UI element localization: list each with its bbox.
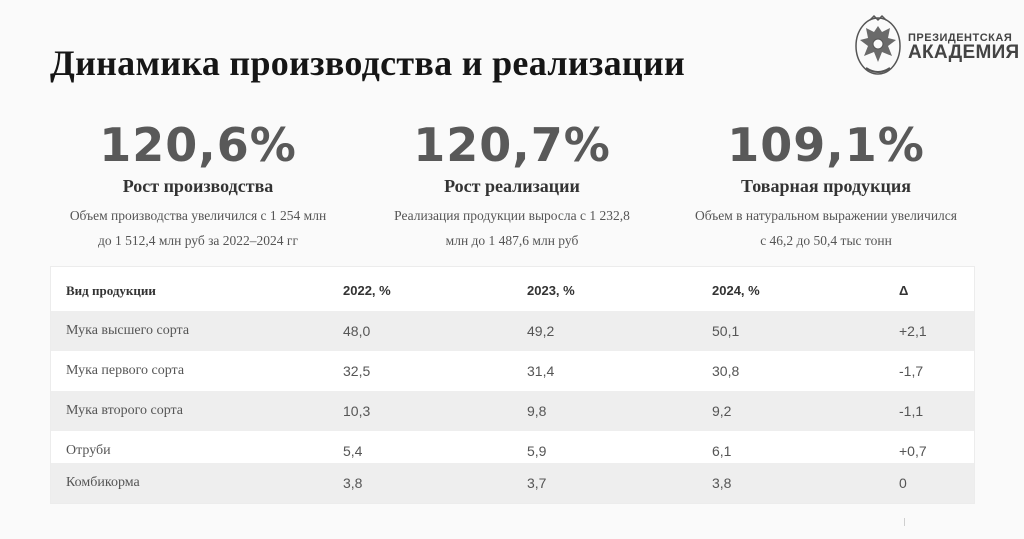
column-header-2022: 2022, % bbox=[343, 283, 391, 298]
table-cell: Мука второго сорта bbox=[66, 403, 184, 418]
kpi-description-line: с 46,2 до 50,4 тыс тонн bbox=[760, 233, 892, 248]
kpi-label: Рост реализации bbox=[444, 176, 580, 196]
kpi-description: Объем в натуральном выражении увеличился… bbox=[676, 203, 976, 253]
kpi-label: Товарная продукция bbox=[741, 176, 911, 196]
kpi-label: Рост производства bbox=[122, 176, 274, 196]
column-header-2024: 2024, % bbox=[712, 283, 760, 298]
table-row: Комбикорма 3,8 3,7 3,8 0 bbox=[51, 463, 974, 503]
table-cell: 30,8 bbox=[712, 363, 740, 379]
logo-text-top: ПРЕЗИДЕНТСКАЯ bbox=[908, 32, 1013, 44]
table-cell: 9,2 bbox=[712, 403, 732, 419]
table-cell: 10,3 bbox=[343, 403, 371, 419]
table-cell: Мука первого сорта bbox=[66, 363, 185, 378]
table-cell: 5,9 bbox=[527, 443, 547, 459]
eagle-emblem-icon bbox=[855, 14, 901, 75]
kpi-value: 120,7% bbox=[413, 118, 611, 172]
table-row: Мука высшего сорта 48,0 49,2 50,1 +2,1 bbox=[51, 311, 974, 351]
kpi-value: 120,6% bbox=[99, 118, 297, 172]
table-cell: 3,8 bbox=[712, 475, 732, 491]
kpi-value: 109,1% bbox=[727, 118, 925, 172]
table-cell: -1,1 bbox=[899, 403, 924, 419]
kpi-sales-growth: 120,7% Рост реализации Реализация продук… bbox=[362, 118, 662, 253]
kpi-description-line: Объем производства увеличился с 1 254 мл… bbox=[69, 208, 327, 223]
table-cell: 3,8 bbox=[343, 475, 363, 491]
academy-logo: ПРЕЗИДЕНТСКАЯ АКАДЕМИЯ bbox=[852, 12, 1019, 82]
column-header-delta: Δ bbox=[899, 283, 909, 298]
page-title: Динамика производства и реализации bbox=[50, 43, 686, 83]
kpi-production-growth: 120,6% Рост производства Объем производс… bbox=[48, 118, 348, 253]
table-row: Отруби 5,4 5,9 6,1 +0,7 bbox=[51, 431, 974, 471]
table-cell: 3,7 bbox=[527, 475, 547, 491]
kpi-description-line: Объем в натуральном выражении увеличился bbox=[695, 208, 957, 223]
table-cell: Отруби bbox=[66, 443, 111, 458]
kpi-description-line: млн до 1 487,6 млн руб bbox=[445, 233, 579, 248]
table-cell: 49,2 bbox=[527, 323, 555, 339]
table-cell: 50,1 bbox=[712, 323, 740, 339]
table-cell: Мука высшего сорта bbox=[66, 323, 190, 338]
page-marker bbox=[904, 518, 905, 526]
table-cell: 0 bbox=[899, 475, 907, 491]
table-cell: 48,0 bbox=[343, 323, 371, 339]
column-header-2023: 2023, % bbox=[527, 283, 575, 298]
table-row: Мука первого сорта 32,5 31,4 30,8 -1,7 bbox=[51, 351, 974, 391]
kpi-commodity-output: 109,1% Товарная продукция Объем в натура… bbox=[676, 118, 976, 253]
column-header-product: Вид продукции bbox=[66, 283, 156, 298]
table-cell: 5,4 bbox=[343, 443, 363, 459]
table-cell: +0,7 bbox=[899, 443, 927, 459]
table-cell: 9,8 bbox=[527, 403, 547, 419]
product-table: Вид продукции 2022, % 2023, % 2024, % Δ … bbox=[50, 266, 975, 504]
logo-text-bottom: АКАДЕМИЯ bbox=[908, 42, 1020, 63]
table-row: Мука второго сорта 10,3 9,8 9,2 -1,1 bbox=[51, 391, 974, 431]
table-cell: 6,1 bbox=[712, 443, 732, 459]
table-cell: 32,5 bbox=[343, 363, 371, 379]
kpi-description: Объем производства увеличился с 1 254 мл… bbox=[48, 203, 348, 253]
kpi-description-line: до 1 512,4 млн руб за 2022–2024 гг bbox=[97, 233, 299, 248]
table-cell: +2,1 bbox=[899, 323, 927, 339]
table-cell: Комбикорма bbox=[66, 475, 140, 490]
kpi-description: Реализация продукции выросла с 1 232,8 м… bbox=[362, 203, 662, 253]
table-cell: 31,4 bbox=[527, 363, 555, 379]
table-cell: -1,7 bbox=[899, 363, 924, 379]
table-header-row: Вид продукции 2022, % 2023, % 2024, % Δ bbox=[51, 271, 974, 311]
kpi-description-line: Реализация продукции выросла с 1 232,8 bbox=[394, 208, 630, 223]
